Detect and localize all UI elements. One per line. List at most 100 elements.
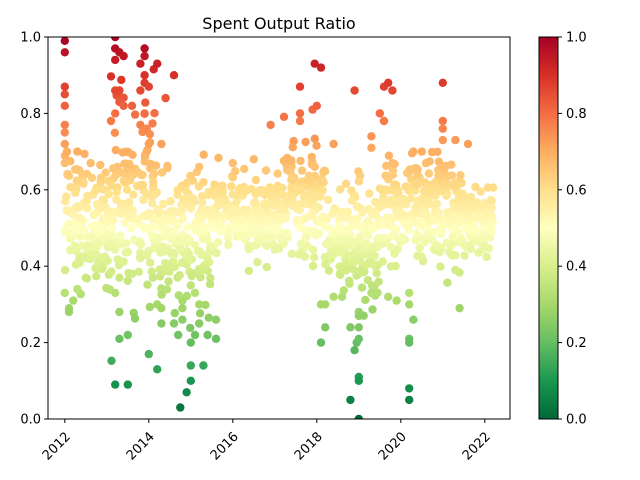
scatter-point xyxy=(184,249,193,258)
scatter-point xyxy=(480,207,489,216)
scatter-point xyxy=(337,246,346,255)
scatter-point xyxy=(433,241,442,250)
scatter-point xyxy=(411,186,420,195)
scatter-point xyxy=(384,78,393,88)
chart-title: Spent Output Ratio xyxy=(202,14,355,33)
scatter-point xyxy=(66,229,76,238)
scatter-point xyxy=(350,86,359,95)
scatter-point xyxy=(159,245,168,254)
scatter-point xyxy=(447,251,457,260)
scatter-point xyxy=(438,78,447,88)
scatter-point xyxy=(129,190,138,199)
scatter-point xyxy=(405,288,414,298)
scatter-point xyxy=(392,296,401,305)
scatter-point xyxy=(140,224,150,233)
scatter-point xyxy=(115,273,124,282)
scatter-point xyxy=(321,323,330,332)
scatter-point xyxy=(204,313,213,322)
scatter-point xyxy=(337,292,347,301)
scatter-point xyxy=(178,203,187,213)
scatter-point xyxy=(479,230,488,239)
scatter-point xyxy=(374,277,383,286)
scatter-point xyxy=(316,63,326,72)
scatter-point xyxy=(195,309,205,318)
scatter-point xyxy=(198,235,208,244)
scatter-point xyxy=(309,253,319,262)
scatter-point xyxy=(438,124,447,133)
scatter-point xyxy=(255,206,264,215)
scatter-point xyxy=(312,231,321,240)
scatter-point xyxy=(60,265,70,275)
scatter-point xyxy=(377,198,386,207)
scatter-point xyxy=(312,101,321,111)
scatter-point xyxy=(142,189,151,199)
scatter-point xyxy=(422,183,431,192)
scatter-point xyxy=(117,75,126,85)
scatter-point xyxy=(362,260,371,269)
scatter-point xyxy=(60,37,69,45)
scatter-point xyxy=(437,225,446,235)
scatter-point xyxy=(231,167,240,176)
scatter-point xyxy=(214,153,223,163)
scatter-point xyxy=(79,179,88,188)
scatter-point xyxy=(350,346,359,355)
scatter-point xyxy=(384,292,393,301)
scatter-point xyxy=(122,185,132,194)
scatter-point xyxy=(321,260,330,269)
scatter-point xyxy=(442,191,451,200)
scatter-point xyxy=(130,110,140,119)
scatter-point xyxy=(111,145,121,155)
scatter-point xyxy=(279,112,289,122)
scatter-point xyxy=(228,190,237,199)
scatter-point xyxy=(175,271,184,280)
scatter-point xyxy=(241,186,251,196)
scatter-point xyxy=(136,120,145,130)
scatter-point xyxy=(443,171,453,180)
scatter-point xyxy=(75,203,84,212)
scatter-point xyxy=(378,257,387,266)
scatter-point xyxy=(169,251,179,260)
scatter-point xyxy=(159,199,168,209)
y-tick-label: 0.0 xyxy=(20,413,41,428)
scatter-point xyxy=(347,186,356,195)
scatter-point xyxy=(456,171,465,180)
scatter-point xyxy=(137,170,146,179)
scatter-point xyxy=(367,288,376,298)
scatter-point xyxy=(417,252,426,261)
scatter-point xyxy=(468,225,478,234)
colorbar-tick-label: 1.0 xyxy=(566,31,587,46)
scatter-point xyxy=(271,185,280,194)
scatter-point xyxy=(477,214,486,223)
scatter-point xyxy=(72,176,82,185)
scatter-point xyxy=(148,199,157,208)
scatter-point xyxy=(301,137,310,147)
scatter-point xyxy=(421,158,431,168)
scatter-point xyxy=(449,179,459,188)
scatter-point xyxy=(62,192,71,201)
scatter-point xyxy=(421,210,431,219)
scatter-point xyxy=(354,376,363,385)
scatter-point xyxy=(108,164,118,173)
scatter-point xyxy=(215,219,224,229)
scatter-point xyxy=(295,116,305,126)
scatter-point xyxy=(488,183,498,192)
scatter-point xyxy=(210,212,220,221)
y-axis: 0.0 0.2 0.4 0.6 0.8 1.0 xyxy=(20,31,48,428)
scatter-point xyxy=(354,323,363,332)
scatter-point xyxy=(115,307,124,317)
scatter-point xyxy=(195,300,204,309)
scatter-point xyxy=(87,173,97,182)
scatter-point xyxy=(78,170,87,179)
scatter-point xyxy=(218,181,227,190)
scatter-point xyxy=(406,194,416,203)
scatter-point xyxy=(178,214,187,223)
scatter-point xyxy=(153,233,162,242)
scatter-point xyxy=(199,150,208,159)
scatter-point xyxy=(487,197,496,206)
scatter-point xyxy=(316,338,326,347)
scatter-point xyxy=(385,218,395,227)
scatter-point xyxy=(136,86,145,95)
scatter-point xyxy=(232,197,241,206)
scatter-point xyxy=(384,186,393,195)
scatter-point xyxy=(138,180,148,189)
